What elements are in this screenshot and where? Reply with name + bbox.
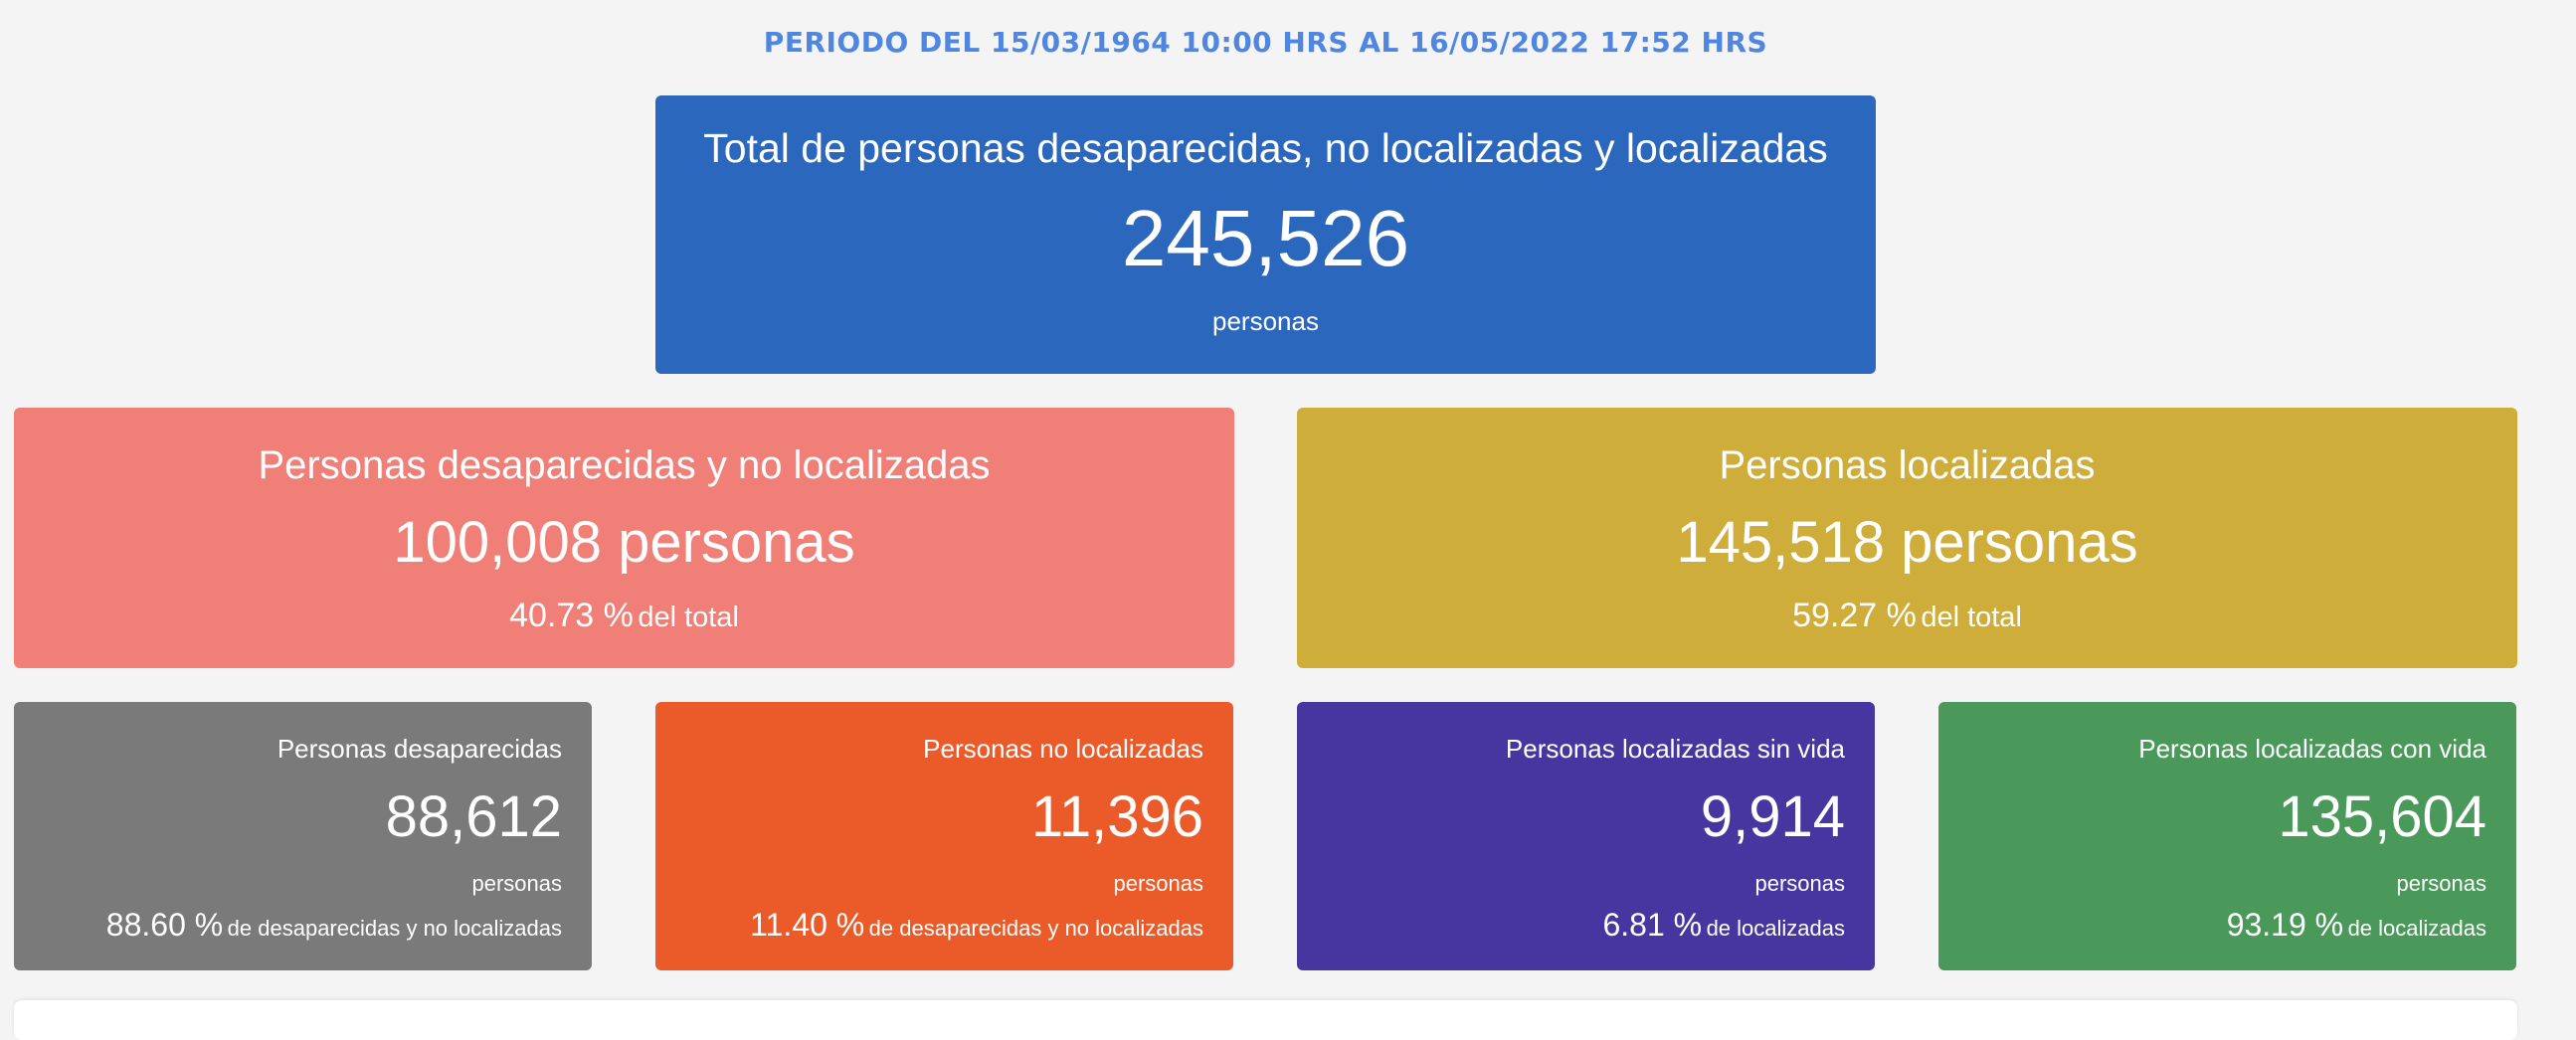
card-percentage: 93.19 % de localizadas	[1938, 907, 2486, 944]
total-card-title: Total de personas desaparecidas, no loca…	[703, 125, 1828, 171]
percentage-label: de localizadas	[2347, 916, 2486, 941]
percentage-label: de desaparecidas y no localizadas	[868, 916, 1203, 941]
missing-and-not-located-card: Personas desaparecidas y no localizadas …	[14, 408, 1234, 668]
card-percentage: 59.27 % del total	[1297, 597, 2517, 635]
card-title: Personas no localizadas	[923, 734, 1203, 764]
card-unit: personas	[1754, 871, 1845, 896]
card-title: Personas localizadas con vida	[2138, 734, 2486, 764]
next-section-panel	[14, 1000, 2517, 1040]
card-unit: personas	[471, 871, 562, 896]
percentage-label: del total	[1921, 602, 2022, 633]
card-percentage: 6.81 % de localizadas	[1297, 907, 1845, 944]
located-card: Personas localizadas 145,518 personas 59…	[1297, 408, 2517, 668]
located-alive-card: Personas localizadas con vida 135,604 pe…	[1938, 702, 2516, 970]
card-unit: personas	[1113, 871, 1203, 896]
card-unit: personas	[2396, 871, 2486, 896]
located-dead-card: Personas localizadas sin vida 9,914 pers…	[1297, 702, 1875, 970]
percentage-label: de desaparecidas y no localizadas	[227, 916, 562, 941]
card-value: 9,914	[1700, 784, 1845, 849]
card-value: 11,396	[1030, 784, 1203, 849]
card-percentage: 11.40 % de desaparecidas y no localizada…	[655, 907, 1203, 944]
percentage-value: 88.60 %	[105, 907, 224, 943]
percentage-value: 40.73 %	[509, 597, 634, 634]
percentage-value: 93.19 %	[2226, 907, 2344, 943]
card-title: Personas localizadas	[1719, 443, 2096, 487]
percentage-label: del total	[638, 602, 739, 633]
card-title: Personas desaparecidas	[276, 734, 562, 764]
card-title: Personas localizadas sin vida	[1505, 734, 1845, 764]
percentage-value: 11.40 %	[750, 907, 865, 943]
period-header: PERIODO DEL 15/03/1964 10:00 HRS AL 16/0…	[763, 26, 1768, 59]
card-value: 135,604	[2278, 784, 2486, 849]
total-card-value: 245,526	[1121, 194, 1410, 282]
percentage-value: 59.27 %	[1792, 597, 1917, 634]
card-percentage: 88.60 % de desaparecidas y no localizada…	[14, 907, 562, 944]
percentage-value: 6.81 %	[1602, 907, 1703, 943]
total-card: Total de personas desaparecidas, no loca…	[655, 95, 1876, 374]
card-value: 88,612	[385, 784, 562, 849]
card-value: 100,008 personas	[393, 510, 855, 575]
missing-card: Personas desaparecidas 88,612 personas 8…	[14, 702, 592, 970]
percentage-label: de localizadas	[1706, 916, 1845, 941]
total-card-unit: personas	[1212, 306, 1319, 336]
card-percentage: 40.73 % del total	[14, 597, 1234, 635]
card-value: 145,518 personas	[1676, 510, 2138, 575]
not-located-card: Personas no localizadas 11,396 personas …	[655, 702, 1233, 970]
card-title: Personas desaparecidas y no localizadas	[258, 443, 991, 487]
